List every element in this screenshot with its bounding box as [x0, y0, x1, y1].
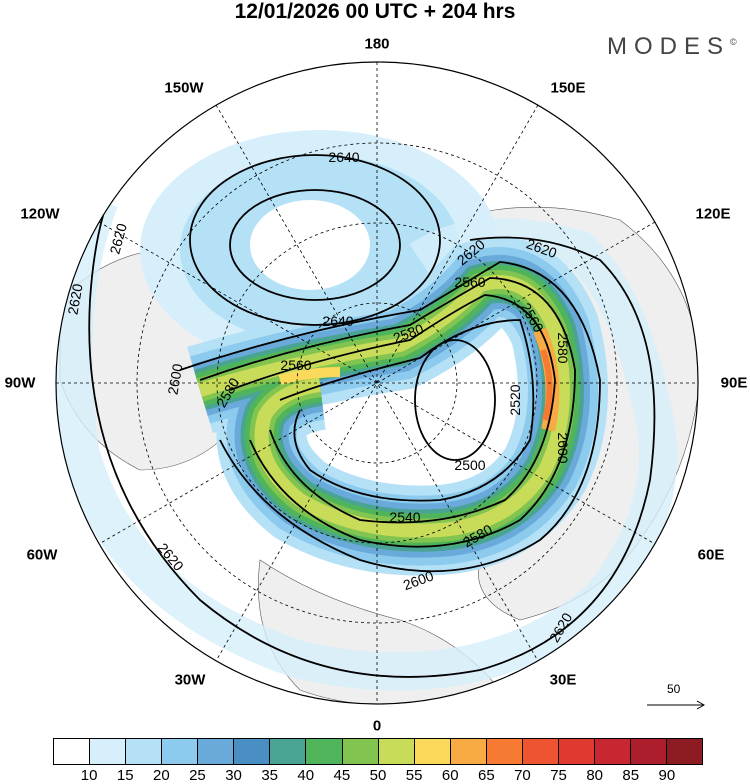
colorbar-swatch — [54, 739, 91, 764]
contour-label: 2520 — [507, 384, 523, 415]
colorbar-swatch — [378, 739, 415, 764]
colorbar-swatch — [198, 739, 235, 764]
colorbar-tick-label: 55 — [405, 767, 423, 784]
forecast-title: 12/01/2026 00 UTC + 204 hrs — [234, 0, 516, 23]
longitude-label: 60W — [26, 546, 58, 564]
colorbar-tick-label: 65 — [477, 767, 495, 784]
colorbar-tick-label: 85 — [622, 767, 640, 784]
colorbar-swatch — [631, 739, 668, 764]
colorbar-swatch — [522, 739, 559, 764]
longitude-label: 120W — [20, 205, 60, 223]
longitude-label: 180 — [364, 35, 390, 53]
contour-label: 2620 — [106, 221, 130, 255]
colorbar-swatch — [414, 739, 451, 764]
contour-label: 2540 — [389, 509, 420, 525]
colorbar-tick-label: 75 — [550, 767, 567, 784]
modes-logo: MODES© — [607, 33, 737, 61]
longitude-label: 30E — [549, 671, 577, 689]
colorbar-tick-label: 40 — [297, 767, 315, 784]
longitude-label: 30W — [174, 671, 206, 689]
colorbar-tick-label: 50 — [369, 767, 387, 784]
contour-label: 2600 — [555, 432, 571, 463]
longitude-label: 120E — [695, 205, 731, 223]
colorbar-swatch — [486, 739, 523, 764]
colorbar-tick-label: 45 — [333, 767, 351, 784]
colorbar-tick-label: 35 — [261, 767, 278, 784]
contour-label: 2580 — [555, 332, 571, 363]
colorbar-swatch — [162, 739, 199, 764]
longitude-label: 0 — [372, 717, 382, 735]
colorbar-swatch — [90, 739, 127, 764]
colorbar-tick-label: 90 — [658, 767, 676, 784]
vector-scale-arrow — [647, 700, 706, 710]
longitude-label: 150E — [550, 79, 586, 97]
contour-label: 2640 — [322, 313, 353, 329]
vector-scale-label: 50 — [667, 682, 681, 696]
contour-label: 2500 — [454, 457, 485, 473]
colorbar-swatch — [450, 739, 487, 764]
height-contours — [88, 129, 656, 678]
colorbar-swatch — [270, 739, 307, 764]
colorbar-tick-label: 15 — [116, 767, 134, 784]
logo-text: MODES — [607, 33, 731, 60]
longitude-label: 60E — [697, 546, 725, 564]
contour-label: 2560 — [454, 274, 485, 290]
longitude-label: 90W — [4, 374, 36, 392]
colorbar-tick-label: 10 — [80, 767, 98, 784]
contour-label: 2620 — [64, 282, 85, 316]
colorbar-swatch — [594, 739, 631, 764]
colorbar-tick-label: 80 — [586, 767, 603, 784]
colorbar-ticks: 10 15 20 25 30 35 40 45 50 55 60 65 70 75 80 85 90 — [53, 767, 703, 784]
colorbar-swatch — [306, 739, 343, 764]
lat-lon-grid — [56, 62, 698, 704]
colorbar-tick-label: 25 — [189, 767, 206, 784]
colorbar-swatch — [126, 739, 163, 764]
colorbar-tick-label: 20 — [152, 767, 170, 784]
logo-mark: © — [730, 37, 737, 47]
colorbar-swatch — [342, 739, 379, 764]
colorbar-swatch — [558, 739, 595, 764]
colorbar — [53, 738, 703, 765]
colorbar-tick-label: 30 — [225, 767, 242, 784]
map-boundary — [55, 61, 699, 705]
colorbar-tick-label: 70 — [514, 767, 531, 784]
contour-label: 2560 — [280, 357, 311, 373]
contour-label: 2600 — [164, 362, 185, 396]
contour-label: 2640 — [328, 149, 359, 165]
colorbar-swatch — [667, 739, 703, 764]
longitude-label: 150W — [164, 79, 204, 97]
colorbar-tick-label: 60 — [441, 767, 459, 784]
longitude-label: 90E — [720, 374, 748, 392]
colorbar-swatch — [234, 739, 271, 764]
